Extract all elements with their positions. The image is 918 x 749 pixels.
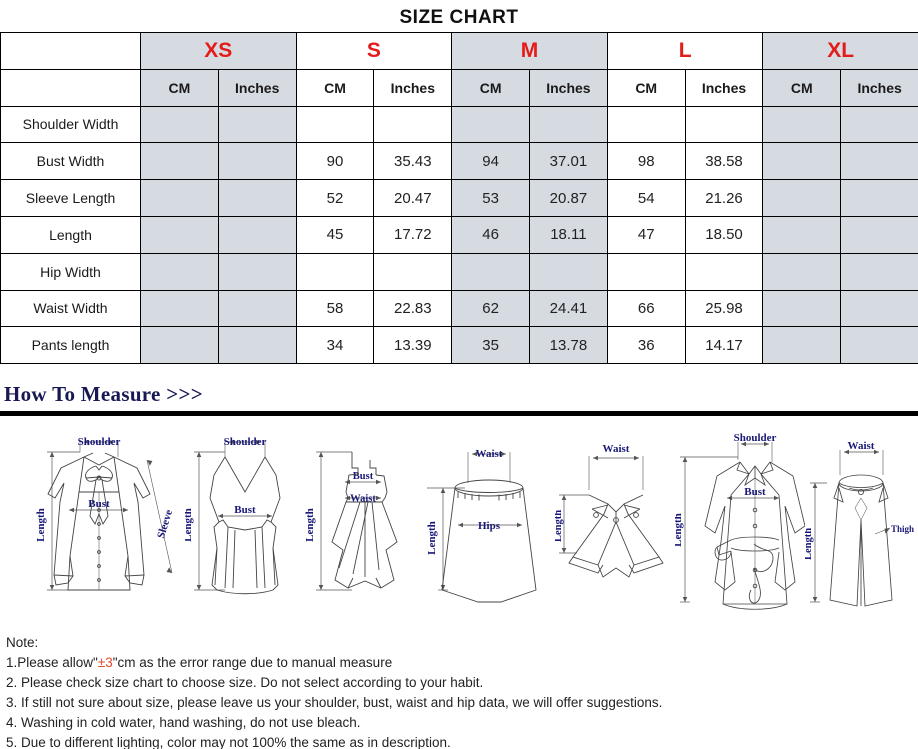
svg-text:Shoulder: Shoulder <box>224 436 267 448</box>
svg-text:Bust: Bust <box>353 471 374 482</box>
svg-text:Length: Length <box>305 508 316 542</box>
svg-text:Shoulder: Shoulder <box>734 432 777 444</box>
svg-text:Length: Length <box>555 510 564 542</box>
svg-text:Length: Length <box>675 513 684 547</box>
svg-text:Hips: Hips <box>478 520 501 532</box>
svg-text:Sleeve: Sleeve <box>155 508 175 540</box>
svg-text:Length: Length <box>805 528 814 560</box>
svg-text:Waist: Waist <box>476 448 503 460</box>
svg-text:Waist: Waist <box>848 440 875 452</box>
svg-text:Waist: Waist <box>603 443 630 455</box>
svg-text:Length: Length <box>185 508 194 542</box>
svg-text:Thigh: Thigh <box>891 524 914 534</box>
svg-text:Length: Length <box>426 521 438 555</box>
svg-text:Bust: Bust <box>234 504 256 516</box>
svg-text:Shoulder: Shoulder <box>78 436 121 448</box>
svg-text:Length: Length <box>35 508 47 542</box>
